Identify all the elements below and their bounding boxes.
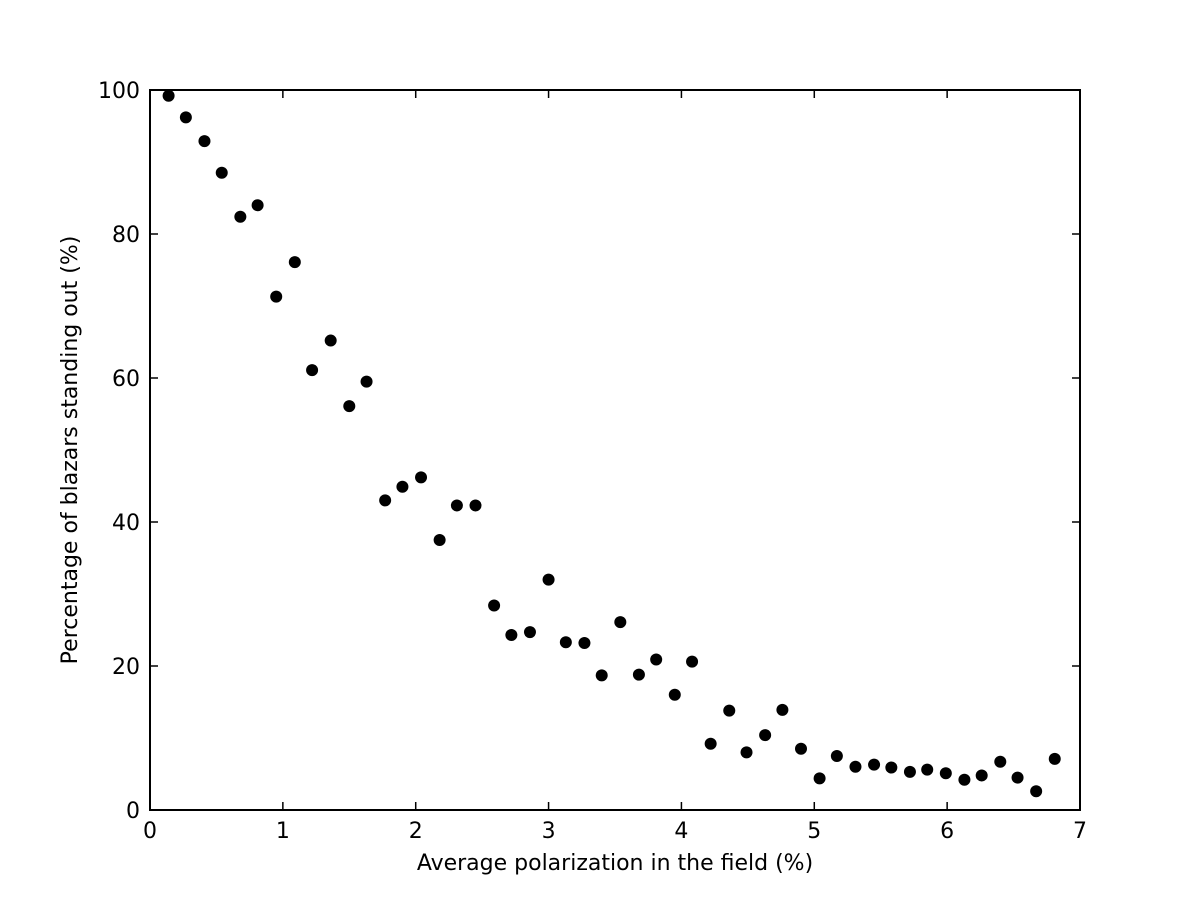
- data-point: [921, 763, 934, 776]
- x-tick-label: 5: [807, 819, 821, 844]
- data-point: [306, 364, 319, 377]
- data-point: [379, 494, 392, 507]
- data-point: [360, 375, 373, 388]
- data-point: [251, 199, 264, 212]
- x-tick-label: 1: [276, 819, 290, 844]
- x-axis-title: Average polarization in the field (%): [417, 851, 813, 876]
- x-tick-label: 3: [542, 819, 556, 844]
- axis-tick-labels: 0 1 2 3 4 5 6 7 0 20 40 60 80 100: [98, 79, 1087, 844]
- y-tick-label: 80: [112, 223, 140, 248]
- data-point: [686, 655, 699, 668]
- data-point: [559, 636, 572, 649]
- data-point: [343, 400, 356, 413]
- plot-frame: [149, 89, 1081, 811]
- data-point: [723, 704, 736, 717]
- data-point: [488, 599, 501, 612]
- data-point: [469, 499, 482, 512]
- data-point: [614, 616, 627, 629]
- data-point: [288, 256, 301, 269]
- data-point: [542, 573, 555, 586]
- data-point: [830, 750, 843, 762]
- x-tick-label: 6: [940, 819, 954, 844]
- data-point: [776, 703, 789, 716]
- data-point: [958, 773, 971, 786]
- data-point: [523, 626, 536, 639]
- data-point: [415, 471, 428, 484]
- data-point: [704, 737, 717, 750]
- y-tick-label: 20: [112, 655, 140, 680]
- data-point: [885, 761, 898, 774]
- x-tick-label: 2: [409, 819, 423, 844]
- data-point: [632, 668, 645, 681]
- data-point: [578, 636, 591, 649]
- data-point: [198, 135, 211, 148]
- data-point: [994, 755, 1007, 768]
- data-point: [939, 767, 952, 780]
- data-point: [234, 210, 247, 223]
- data-point: [813, 772, 826, 785]
- data-point: [1030, 785, 1043, 798]
- data-point: [215, 166, 228, 179]
- y-tick-label: 100: [98, 79, 140, 104]
- data-point: [740, 746, 753, 759]
- data-point: [162, 89, 175, 102]
- data-point: [324, 334, 337, 347]
- data-point: [868, 758, 881, 771]
- data-point: [433, 534, 446, 546]
- x-tick-label: 4: [674, 819, 688, 844]
- data-point: [505, 629, 518, 642]
- data-points: [162, 89, 1061, 798]
- x-tick-label: 0: [143, 819, 157, 844]
- data-point: [595, 669, 608, 682]
- data-point: [396, 480, 409, 493]
- data-point: [179, 111, 192, 124]
- y-tick-label: 60: [112, 367, 140, 392]
- data-point: [270, 290, 283, 303]
- y-tick-label: 40: [112, 511, 140, 536]
- data-point: [450, 499, 463, 512]
- data-point: [849, 760, 862, 773]
- data-point: [1011, 771, 1024, 784]
- data-point: [668, 688, 681, 701]
- y-axis-title: Percentage of blazars standing out (%): [58, 236, 83, 665]
- y-tick-label: 0: [126, 799, 140, 824]
- data-point: [1048, 752, 1061, 765]
- data-point: [975, 769, 988, 782]
- data-point: [759, 729, 772, 742]
- data-point: [903, 765, 916, 778]
- data-point: [795, 742, 807, 755]
- data-point: [650, 653, 663, 666]
- x-tick-label: 7: [1073, 819, 1087, 844]
